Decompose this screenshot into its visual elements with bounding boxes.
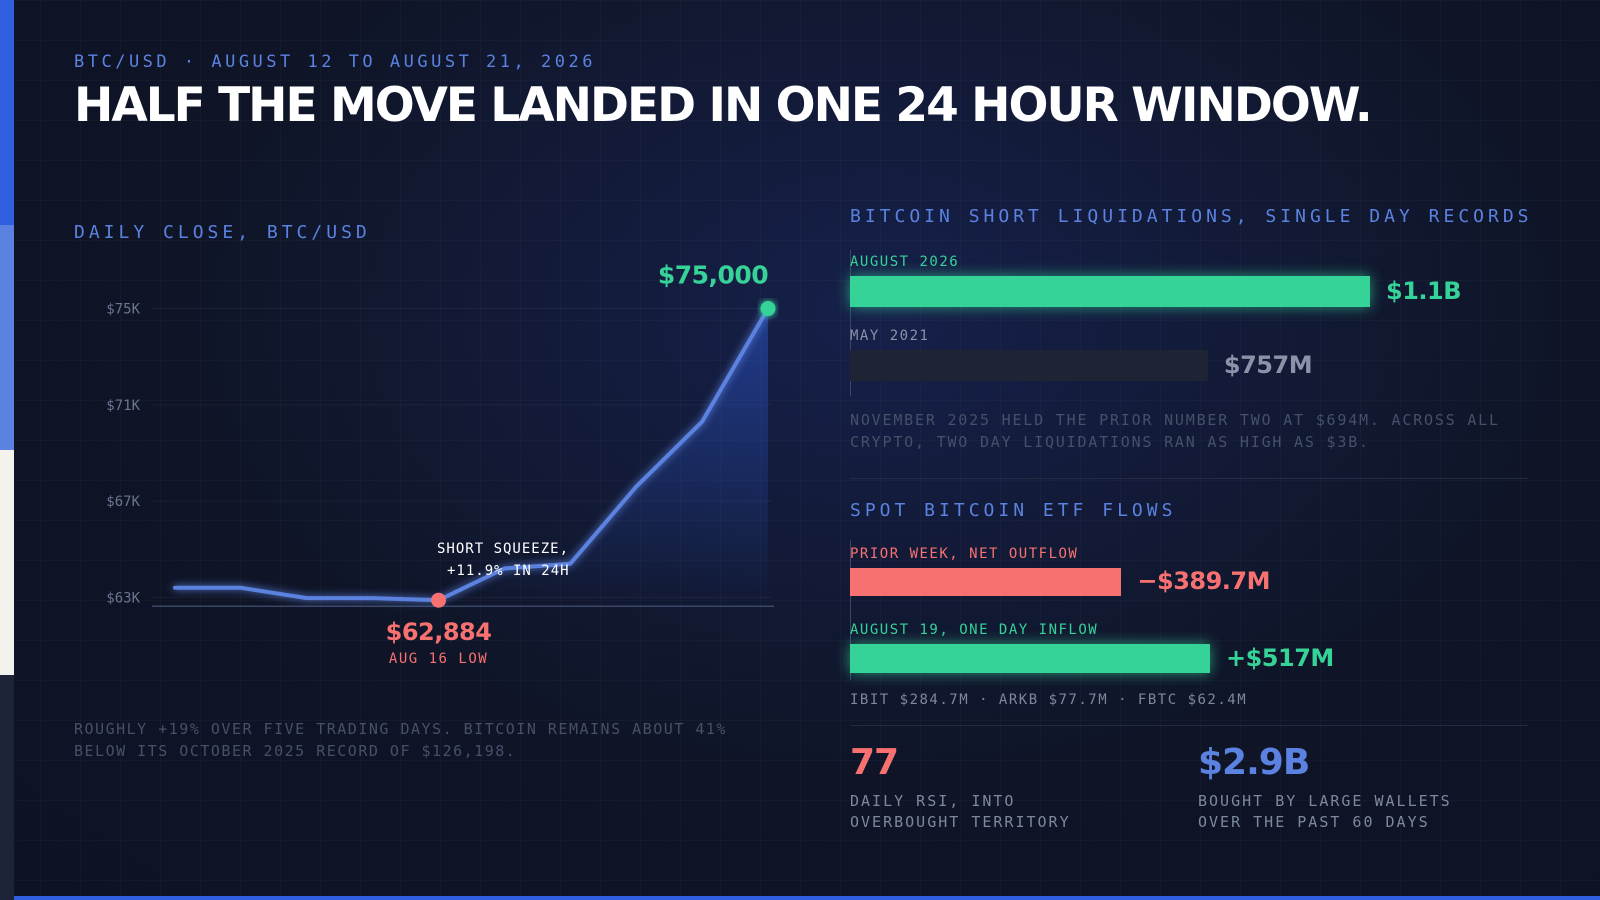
side-stripe-light-blue (0, 225, 14, 450)
peak-point-marker (760, 301, 776, 317)
squeeze-annotation-line-2: +11.9% IN 24H (447, 563, 570, 579)
chart-y-axis: $63K $67K $71K $75K (106, 302, 140, 607)
peak-value-label: $75,000 (658, 261, 768, 290)
chart-footnote-line-1: ROUGHLY +19% OVER FIVE TRADING DAYS. BIT… (74, 720, 727, 738)
rsi-caption: DAILY RSI, INTO OVERBOUGHT TERRITORY (850, 791, 1170, 833)
bar-category-label: AUGUST 19, ONE DAY INFLOW (850, 622, 1099, 638)
y-tick-label: $63K (106, 590, 140, 606)
bar-category-label: AUGUST 2026 (850, 254, 960, 270)
bar-category-label: MAY 2021 (850, 328, 930, 344)
rsi-caption-line-1: DAILY RSI, INTO (850, 792, 1016, 810)
bar (850, 568, 1122, 596)
page-headline: HALF THE MOVE LANDED IN ONE 24 HOUR WIND… (74, 78, 1373, 133)
large-wallets-caption-line-2: OVER THE PAST 60 DAYS (1198, 813, 1430, 831)
chart-title: DAILY CLOSE, BTC/USD (74, 222, 371, 243)
etf-axis (850, 540, 851, 680)
y-tick-label: $67K (106, 494, 140, 510)
large-wallets-value: $2.9B (1198, 742, 1310, 783)
bar-value-label: $1.1B (1386, 276, 1462, 305)
eyebrow-date-range: BTC/USD · AUGUST 12 TO AUGUST 21, 2026 (74, 52, 596, 72)
liquidations-axis (850, 250, 851, 396)
chart-line-series (173, 306, 770, 603)
low-point-marker (431, 592, 447, 608)
section-divider (850, 478, 1528, 479)
etf-breakdown: IBIT $284.7M · ARKB $77.7M · FBTC $62.4M (850, 692, 1248, 708)
liquidations-note-line-1: NOVEMBER 2025 HELD THE PRIOR NUMBER TWO … (850, 411, 1500, 429)
bar-value-label: $757M (1223, 350, 1313, 379)
y-tick-label: $71K (106, 398, 140, 414)
section-divider-2 (850, 725, 1528, 726)
liquidations-note-line-2: CRYPTO, TWO DAY LIQUIDATIONS RAN AS HIGH… (850, 433, 1370, 451)
y-tick-label: $75K (106, 302, 140, 318)
low-value-label: $62,884 (386, 618, 492, 646)
side-stripe-dark (0, 675, 14, 900)
bar (850, 350, 1208, 381)
chart-area-fill (438, 308, 768, 607)
rsi-value: 77 (850, 742, 899, 783)
large-wallets-caption: BOUGHT BY LARGE WALLETS OVER THE PAST 60… (1198, 791, 1518, 833)
bar (850, 644, 1210, 673)
large-wallets-caption-line-1: BOUGHT BY LARGE WALLETS (1198, 792, 1452, 810)
bar (850, 276, 1370, 307)
squeeze-annotation-line-1: SHORT SQUEEZE, (437, 541, 569, 557)
liquidations-title: BITCOIN SHORT LIQUIDATIONS, SINGLE DAY R… (850, 206, 1533, 227)
rsi-caption-line-2: OVERBOUGHT TERRITORY (850, 813, 1071, 831)
bar-value-label: +$517M (1226, 643, 1334, 672)
chart-footnote: ROUGHLY +19% OVER FIVE TRADING DAYS. BIT… (74, 718, 774, 762)
etf-title: SPOT BITCOIN ETF FLOWS (850, 500, 1177, 521)
low-caption-label: AUG 16 LOW (389, 651, 488, 667)
bar-value-label: −$389.7M (1137, 567, 1270, 595)
side-stripe-blue (0, 0, 14, 225)
bottom-accent-bar (14, 896, 1600, 900)
side-stripe-white (0, 450, 14, 675)
liquidations-note: NOVEMBER 2025 HELD THE PRIOR NUMBER TWO … (850, 409, 1530, 453)
bar-category-label: PRIOR WEEK, NET OUTFLOW (850, 546, 1079, 562)
chart-footnote-line-2: BELOW ITS OCTOBER 2025 RECORD OF $126,19… (74, 742, 517, 760)
